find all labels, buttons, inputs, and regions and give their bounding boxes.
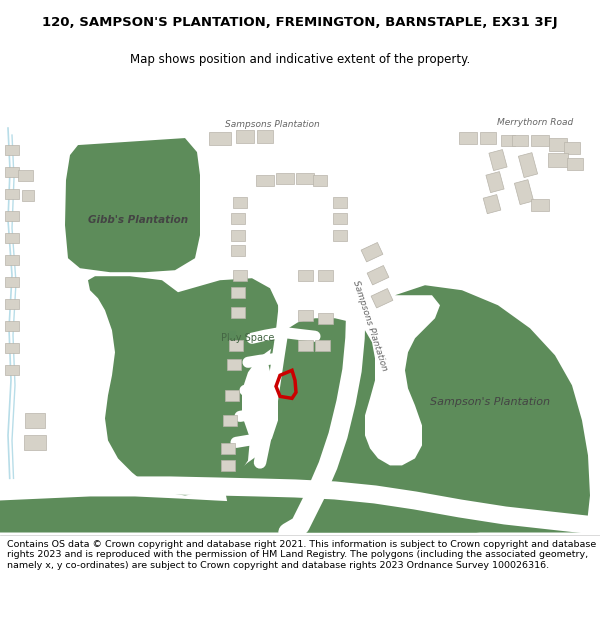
Bar <box>480 132 496 144</box>
Bar <box>567 158 583 170</box>
Bar <box>236 129 254 142</box>
Text: Gibb's Plantation: Gibb's Plantation <box>88 215 188 225</box>
Bar <box>531 134 549 146</box>
Text: Sampsons Plantation: Sampsons Plantation <box>224 119 319 129</box>
Bar <box>371 289 393 308</box>
Bar <box>5 255 19 265</box>
Bar <box>5 233 19 243</box>
Bar <box>221 460 235 471</box>
Bar <box>483 194 501 214</box>
Text: Sampsons Plantation: Sampsons Plantation <box>351 279 389 372</box>
Text: Contains OS data © Crown copyright and database right 2021. This information is : Contains OS data © Crown copyright and d… <box>7 540 596 570</box>
Text: Map shows position and indicative extent of the property.: Map shows position and indicative extent… <box>130 54 470 66</box>
Bar <box>459 132 477 144</box>
Bar <box>317 270 332 281</box>
Bar <box>229 340 243 351</box>
Bar <box>233 197 247 208</box>
Text: Play Space: Play Space <box>221 333 275 343</box>
Bar <box>361 242 383 262</box>
Bar <box>225 390 239 401</box>
Bar <box>25 413 45 428</box>
Bar <box>5 211 19 221</box>
Bar <box>209 131 231 144</box>
Bar <box>313 174 327 186</box>
Bar <box>5 321 19 331</box>
Bar <box>486 172 504 192</box>
Bar <box>5 343 19 353</box>
Bar <box>489 149 507 171</box>
Polygon shape <box>0 496 480 532</box>
Bar <box>298 270 313 281</box>
Bar <box>296 173 314 184</box>
Bar <box>231 213 245 224</box>
Bar <box>549 138 567 151</box>
Bar <box>512 134 528 146</box>
Bar <box>5 299 19 309</box>
Bar <box>5 167 19 177</box>
Bar <box>367 266 389 285</box>
Bar <box>231 229 245 241</box>
Bar <box>5 366 19 376</box>
Bar <box>314 340 329 351</box>
Bar <box>5 189 19 199</box>
Bar <box>514 179 533 204</box>
Bar <box>22 189 34 201</box>
Bar <box>333 197 347 208</box>
Text: Sampson's Plantation: Sampson's Plantation <box>430 398 550 408</box>
Polygon shape <box>225 285 590 532</box>
Polygon shape <box>88 276 280 496</box>
Bar <box>227 359 241 370</box>
Bar <box>5 278 19 288</box>
Bar <box>298 340 313 351</box>
Text: Merrythorn Road: Merrythorn Road <box>497 118 573 126</box>
Bar <box>298 310 313 321</box>
Polygon shape <box>65 138 200 272</box>
Bar <box>17 169 32 181</box>
Bar <box>276 173 294 184</box>
Text: 120, SAMPSON'S PLANTATION, FREMINGTON, BARNSTAPLE, EX31 3FJ: 120, SAMPSON'S PLANTATION, FREMINGTON, B… <box>42 16 558 29</box>
Bar <box>317 312 332 324</box>
Bar <box>221 443 235 454</box>
Bar <box>518 152 538 178</box>
Bar <box>231 307 245 318</box>
Bar <box>501 134 515 146</box>
Bar <box>233 270 247 281</box>
Bar <box>5 145 19 155</box>
Bar <box>231 287 245 298</box>
Bar <box>257 129 273 142</box>
Bar <box>564 142 580 154</box>
Bar <box>548 153 568 167</box>
Bar <box>231 244 245 256</box>
Bar <box>24 435 46 450</box>
Bar <box>333 229 347 241</box>
Bar <box>223 415 237 426</box>
Bar <box>256 174 274 186</box>
Bar <box>531 199 549 211</box>
Bar <box>333 213 347 224</box>
